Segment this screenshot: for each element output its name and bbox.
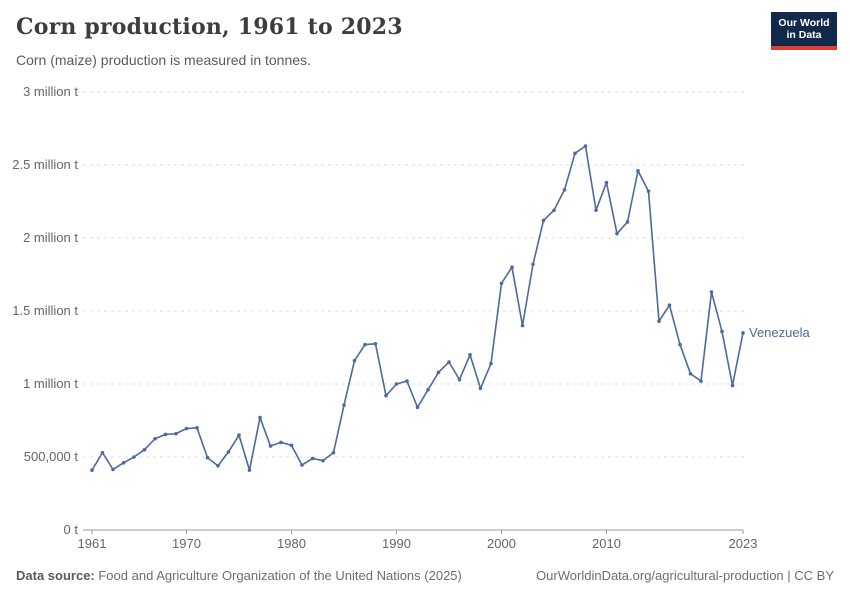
data-point	[730, 383, 735, 388]
data-point	[174, 431, 178, 436]
y-tick-label: 500,000 t	[23, 449, 78, 464]
y-tick-label: 1.5 million t	[12, 303, 78, 318]
data-point	[405, 379, 409, 383]
data-point	[342, 403, 346, 407]
x-tick-label: 2000	[487, 536, 516, 551]
data-point	[310, 456, 315, 461]
data-point	[331, 450, 336, 455]
data-point	[562, 188, 567, 192]
data-point	[709, 290, 714, 294]
data-point	[678, 342, 682, 347]
owid-logo-line1: Our World	[778, 16, 830, 29]
data-source-value: Food and Agriculture Organization of the…	[94, 568, 462, 583]
data-point	[699, 379, 703, 383]
series-venezuela[interactable]	[90, 144, 745, 472]
data-point	[258, 415, 262, 420]
data-source-text: Data source: Food and Agriculture Organi…	[16, 568, 462, 583]
data-point	[205, 455, 210, 460]
data-point	[489, 361, 493, 366]
y-tick-label: 3 million t	[23, 84, 78, 99]
data-point	[573, 151, 577, 156]
data-point	[373, 342, 378, 346]
data-point	[499, 281, 504, 286]
data-point	[195, 426, 199, 430]
data-point	[636, 169, 640, 173]
data-point	[468, 353, 472, 357]
data-point	[153, 436, 157, 441]
data-point	[90, 468, 94, 472]
owid-logo-line2: in Data	[786, 29, 822, 41]
data-point	[237, 433, 241, 437]
data-point	[163, 432, 168, 437]
y-tick-label: 2.5 million t	[12, 157, 78, 172]
series-name-label[interactable]: Venezuela	[749, 324, 810, 340]
page-title: Corn production, 1961 to 2023	[16, 14, 403, 40]
data-point	[121, 461, 126, 465]
data-point	[583, 144, 588, 148]
data-point	[300, 463, 304, 467]
data-point	[720, 329, 724, 334]
data-point	[657, 319, 661, 324]
data-point	[132, 455, 136, 459]
owid-citation-link[interactable]: OurWorldinData.org/agricultural-producti…	[536, 568, 834, 583]
data-point	[100, 450, 105, 455]
x-tick-label: 2023	[728, 536, 758, 551]
chart-footer: Data source: Food and Agriculture Organi…	[16, 568, 834, 583]
data-point	[594, 208, 598, 213]
data-point	[541, 218, 546, 223]
data-point	[426, 388, 430, 392]
data-point	[436, 370, 441, 375]
data-point	[321, 458, 325, 463]
data-point	[394, 382, 399, 386]
owid-logo[interactable]: Our World in Data	[771, 12, 837, 50]
data-point	[531, 262, 535, 267]
data-point	[142, 447, 147, 452]
data-point	[478, 386, 483, 391]
data-point	[552, 208, 556, 213]
x-tick-label: 1970	[172, 536, 201, 551]
data-point	[226, 450, 231, 454]
data-point	[615, 231, 619, 236]
data-point	[247, 468, 252, 472]
x-tick-label: 1980	[277, 536, 306, 551]
y-tick-label: 2 million t	[23, 230, 78, 245]
data-point	[289, 443, 294, 448]
data-point	[268, 444, 273, 448]
data-point	[688, 371, 693, 376]
x-tick-label: 1990	[382, 536, 411, 551]
chart-subtitle: Corn (maize) production is measured in t…	[16, 52, 311, 68]
data-point	[384, 393, 388, 398]
data-point	[415, 405, 420, 410]
data-point	[741, 331, 745, 335]
data-point	[352, 358, 357, 363]
data-point	[510, 265, 514, 270]
data-point	[279, 440, 283, 445]
data-point	[184, 426, 189, 431]
data-point	[625, 220, 630, 224]
data-point	[604, 180, 609, 185]
data-source-label: Data source:	[16, 568, 95, 583]
x-tick-label: 1961	[77, 536, 107, 551]
y-tick-label: 0 t	[63, 522, 78, 537]
y-tick-label: 1 million t	[23, 376, 78, 391]
data-point	[457, 377, 462, 382]
data-point	[667, 303, 672, 307]
data-point	[646, 189, 651, 194]
data-point	[363, 342, 367, 347]
data-point	[111, 467, 115, 472]
series-line	[91, 145, 744, 471]
data-point	[216, 463, 220, 468]
data-point	[447, 360, 451, 364]
x-tick-label: 2010	[592, 536, 621, 551]
data-point	[520, 323, 525, 328]
